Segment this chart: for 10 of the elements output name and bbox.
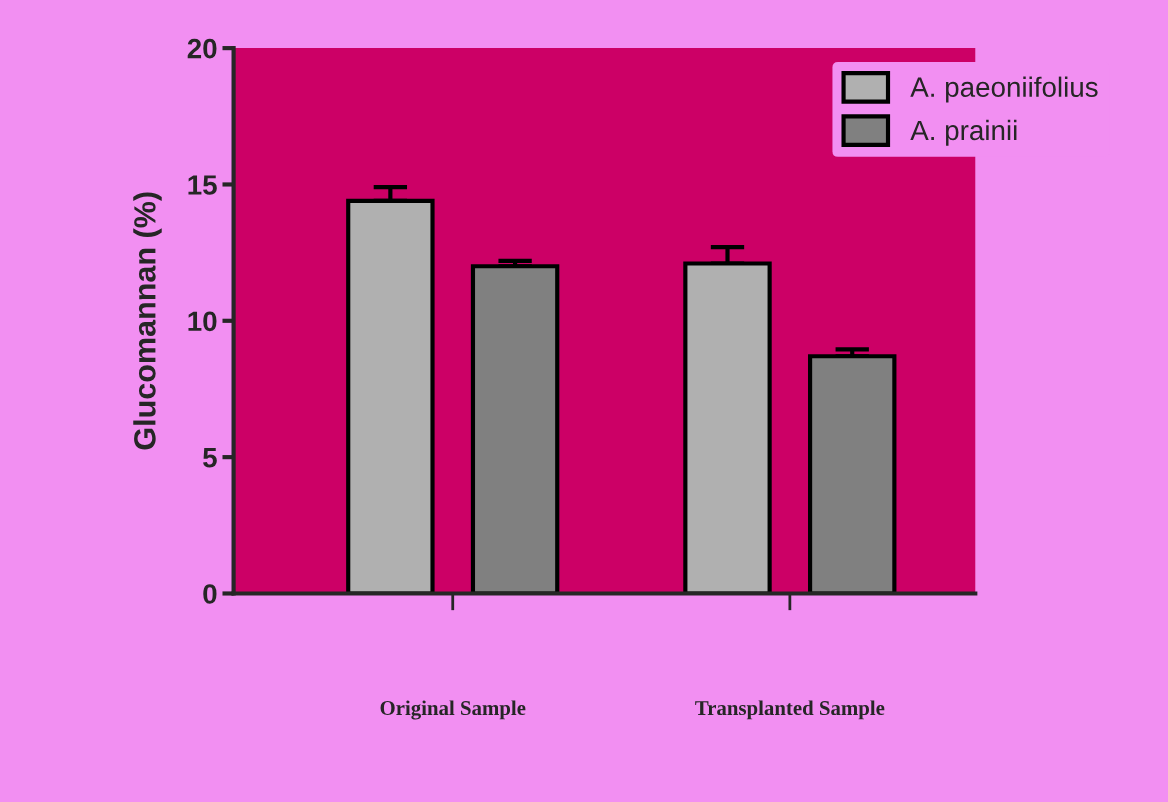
y-tick-label: 0 (203, 584, 217, 604)
x-tick-label: Transplanted Sample (695, 700, 885, 720)
y-tick-label: 10 (188, 311, 217, 332)
y-tick-label: 15 (188, 175, 217, 195)
legend-label: A. paeoniifolius (910, 76, 1098, 103)
legend-label: A. prainii (910, 119, 1017, 146)
y-tick-label: 20 (187, 38, 217, 59)
y-tick-label: 5 (203, 448, 217, 468)
y-axis-title: Glucomannan (%) (133, 192, 162, 450)
x-tick-label: Original Sample (380, 700, 526, 720)
